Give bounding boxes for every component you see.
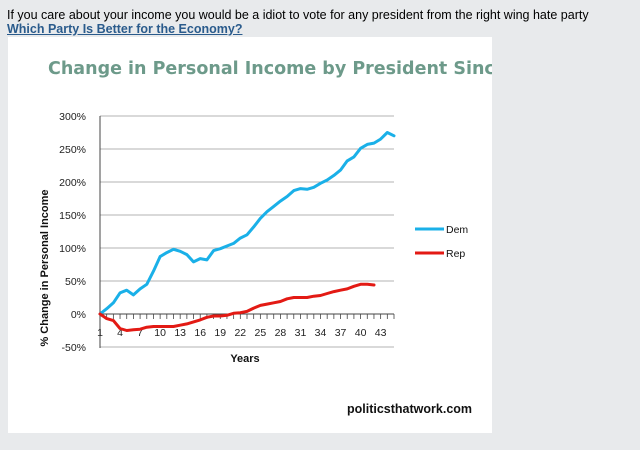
y-tick-label: 200% <box>59 177 86 189</box>
y-tick-label: 50% <box>65 276 86 288</box>
intro-text: If you care about your income you would … <box>7 8 589 22</box>
x-tick-label: 1 <box>97 327 103 339</box>
series-lines <box>98 131 396 332</box>
y-tick-label: 300% <box>59 111 86 123</box>
y-tick-label: 100% <box>59 243 86 255</box>
y-tick-label: -50% <box>61 342 86 354</box>
x-tick-label: 40 <box>355 327 367 339</box>
chart-title: Change in Personal Income by President S… <box>48 59 492 79</box>
grid-lines <box>99 115 394 348</box>
x-tick-label: 28 <box>275 327 287 339</box>
x-tick-label: 19 <box>214 327 226 339</box>
income-chart: Change in Personal Income by President S… <box>39 59 492 416</box>
x-tick-label: 10 <box>154 327 166 339</box>
y-tick-label: 250% <box>59 144 86 156</box>
x-tick-label: 31 <box>295 327 307 339</box>
credit-text: politicsthatwork.com <box>347 402 472 416</box>
x-tick-label: 25 <box>255 327 267 339</box>
x-tick-label: 34 <box>315 327 327 339</box>
series-line-dem <box>98 131 396 316</box>
x-axis-title: Years <box>230 353 259 365</box>
x-tick-label: 16 <box>194 327 206 339</box>
legend: Dem Rep <box>415 224 468 260</box>
chart-figure: Change in Personal Income by President S… <box>8 37 492 433</box>
legend-label-dem: Dem <box>446 224 468 236</box>
x-tick-label: 13 <box>174 327 186 339</box>
economy-party-link[interactable]: Which Party Is Better for the Economy? <box>7 22 243 36</box>
x-tick-label: 37 <box>335 327 347 339</box>
legend-label-rep: Rep <box>446 248 465 260</box>
x-tick-label: 7 <box>137 327 143 339</box>
y-tick-labels: 300% 250% 200% 150% 100% 50% 0% -50% <box>59 111 86 354</box>
series-line-rep <box>98 282 376 332</box>
x-axis: 1 4 7 10 13 16 19 22 25 28 31 34 37 40 43 <box>97 314 395 339</box>
y-axis-title: % Change in Personal Income <box>39 189 51 346</box>
y-tick-label: 0% <box>71 309 86 321</box>
x-tick-label: 4 <box>117 327 123 339</box>
y-tick-label: 150% <box>59 210 86 222</box>
x-tick-label: 43 <box>375 327 387 339</box>
x-tick-label: 22 <box>234 327 246 339</box>
